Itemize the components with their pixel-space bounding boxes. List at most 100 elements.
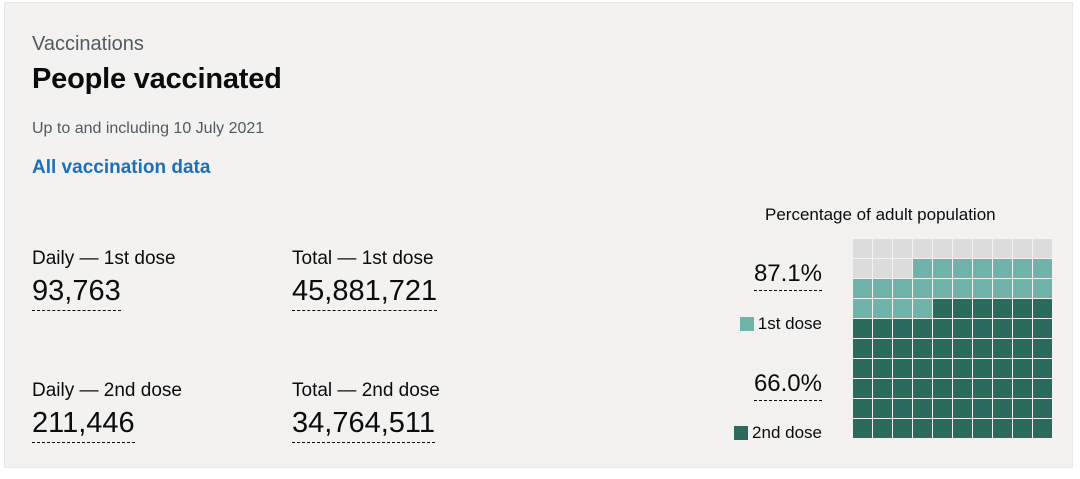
waffle-cell-second-dose: [893, 319, 912, 338]
waffle-cell-first-dose: [1013, 259, 1032, 278]
metric-total-first-dose: Total — 1st dose 45,881,721: [292, 248, 438, 311]
waffle-cell-empty: [893, 259, 912, 278]
metric-value[interactable]: 93,763: [32, 274, 121, 311]
waffle-cell-second-dose: [873, 319, 892, 338]
legend-swatch-second-dose: [734, 426, 749, 440]
waffle-cell-second-dose: [893, 379, 912, 398]
waffle-cell-second-dose: [973, 379, 992, 398]
waffle-cell-second-dose: [873, 379, 892, 398]
metric-daily-first-dose: Daily — 1st dose 93,763: [32, 248, 176, 311]
card-caption: Vaccinations: [32, 33, 144, 55]
metric-label: Daily — 2nd dose: [32, 380, 182, 401]
card-title: People vaccinated: [32, 63, 282, 95]
waffle-cell-second-dose: [993, 319, 1012, 338]
waffle-cell-second-dose: [1033, 319, 1052, 338]
waffle-cell-second-dose: [913, 399, 932, 418]
metric-label: Daily — 1st dose: [32, 248, 176, 269]
waffle-cell-second-dose: [913, 359, 932, 378]
waffle-cell-second-dose: [953, 339, 972, 358]
first-dose-percent[interactable]: 87.1%: [753, 260, 822, 291]
waffle-cell-second-dose: [873, 399, 892, 418]
legend-second-dose: 2nd dose: [734, 423, 822, 443]
waffle-cell-second-dose: [853, 379, 872, 398]
waffle-cell-first-dose: [1013, 279, 1032, 298]
waffle-cell-empty: [1033, 239, 1052, 258]
legend-first-dose: 1st dose: [739, 314, 822, 334]
waffle-cell-first-dose: [893, 279, 912, 298]
waffle-cell-first-dose: [933, 279, 952, 298]
waffle-cell-first-dose: [853, 299, 872, 318]
all-vaccination-data-link[interactable]: All vaccination data: [32, 157, 211, 178]
waffle-cell-second-dose: [1013, 399, 1032, 418]
waffle-cell-first-dose: [1033, 259, 1052, 278]
waffle-cell-second-dose: [853, 339, 872, 358]
waffle-cell-second-dose: [993, 359, 1012, 378]
waffle-cell-second-dose: [853, 319, 872, 338]
metric-total-second-dose: Total — 2nd dose 34,764,511: [292, 380, 440, 443]
waffle-cell-empty: [853, 259, 872, 278]
waffle-cell-first-dose: [993, 259, 1012, 278]
waffle-cell-first-dose: [973, 259, 992, 278]
waffle-cell-second-dose: [893, 419, 912, 438]
waffle-cell-second-dose: [873, 419, 892, 438]
waffle-cell-empty: [953, 239, 972, 258]
waffle-cell-empty: [873, 239, 892, 258]
vaccinations-card: Vaccinations People vaccinated Up to and…: [4, 2, 1073, 468]
waffle-cell-second-dose: [893, 359, 912, 378]
waffle-cell-second-dose: [933, 399, 952, 418]
waffle-cell-second-dose: [973, 419, 992, 438]
waffle-cell-empty: [853, 239, 872, 258]
waffle-cell-second-dose: [973, 339, 992, 358]
waffle-cell-first-dose: [873, 279, 892, 298]
waffle-cell-second-dose: [1013, 419, 1032, 438]
second-dose-percent[interactable]: 66.0%: [753, 370, 822, 401]
waffle-cell-first-dose: [1033, 279, 1052, 298]
waffle-cell-second-dose: [973, 319, 992, 338]
legend-label: 2nd dose: [752, 423, 822, 442]
metric-value[interactable]: 45,881,721: [292, 274, 438, 311]
waffle-cell-second-dose: [933, 419, 952, 438]
waffle-cell-second-dose: [873, 339, 892, 358]
waffle-cell-empty: [973, 239, 992, 258]
waffle-cell-second-dose: [953, 299, 972, 318]
waffle-cell-second-dose: [1033, 419, 1052, 438]
waffle-cell-second-dose: [953, 359, 972, 378]
waffle-cell-first-dose: [953, 279, 972, 298]
waffle-cell-second-dose: [1013, 299, 1032, 318]
waffle-cell-first-dose: [993, 279, 1012, 298]
waffle-cell-second-dose: [973, 399, 992, 418]
waffle-cell-second-dose: [913, 419, 932, 438]
legend-swatch-first-dose: [739, 317, 754, 331]
waffle-cell-second-dose: [933, 379, 952, 398]
waffle-cell-second-dose: [973, 299, 992, 318]
metric-daily-second-dose: Daily — 2nd dose 211,446: [32, 380, 182, 443]
legend-label: 1st dose: [757, 314, 822, 333]
metric-value[interactable]: 34,764,511: [292, 406, 435, 443]
waffle-cell-empty: [933, 239, 952, 258]
waffle-cell-first-dose: [953, 259, 972, 278]
waffle-cell-second-dose: [993, 399, 1012, 418]
waffle-cell-second-dose: [993, 299, 1012, 318]
waffle-cell-second-dose: [1013, 339, 1032, 358]
waffle-cell-second-dose: [993, 339, 1012, 358]
metric-label: Total — 1st dose: [292, 248, 434, 269]
waffle-cell-second-dose: [853, 359, 872, 378]
waffle-cell-second-dose: [993, 419, 1012, 438]
waffle-cell-empty: [893, 239, 912, 258]
waffle-cell-second-dose: [933, 339, 952, 358]
waffle-cell-first-dose: [913, 279, 932, 298]
waffle-cell-second-dose: [953, 379, 972, 398]
waffle-chart: [853, 239, 1052, 438]
waffle-cell-second-dose: [1033, 399, 1052, 418]
waffle-cell-first-dose: [873, 299, 892, 318]
waffle-cell-second-dose: [953, 419, 972, 438]
waffle-cell-empty: [913, 239, 932, 258]
waffle-cell-first-dose: [913, 299, 932, 318]
waffle-cell-second-dose: [913, 319, 932, 338]
waffle-cell-second-dose: [933, 319, 952, 338]
waffle-cell-second-dose: [1033, 339, 1052, 358]
waffle-cell-second-dose: [873, 359, 892, 378]
waffle-cell-second-dose: [1033, 359, 1052, 378]
waffle-cell-second-dose: [893, 339, 912, 358]
metric-value[interactable]: 211,446: [32, 406, 135, 443]
